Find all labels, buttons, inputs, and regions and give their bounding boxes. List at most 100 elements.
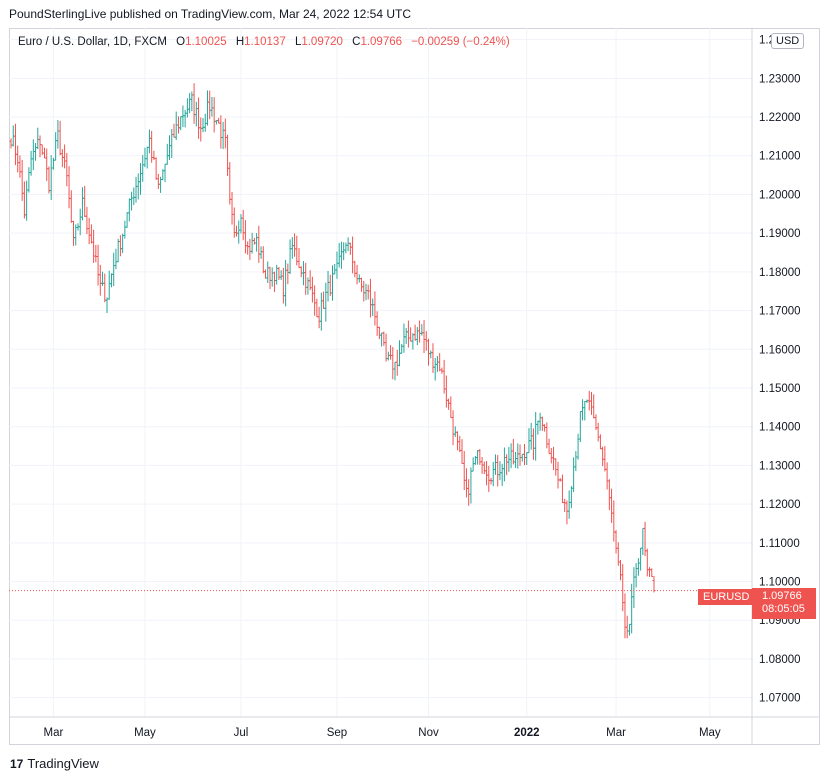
ohlc-bar [366,284,370,300]
ohlc-bar [402,323,406,353]
legend-close-label: C [352,36,361,48]
ohlc-bar [520,453,524,462]
ohlc-bar [384,333,388,362]
ohlc-bar [181,105,185,128]
ohlc-bar [572,457,576,493]
ohlc-bar [427,338,431,366]
ohlc-bar [259,246,263,259]
ohlc-bar [18,155,22,178]
x-tick-label: 2022 [514,727,540,739]
ohlc-bar [382,331,386,346]
ohlc-bar [83,185,87,217]
legend-open-value: 1.10025 [185,36,227,48]
price-chart[interactable]: 1.070001.080001.090001.100001.110001.120… [9,28,820,745]
ohlc-bar [375,311,379,336]
ohlc-bar [377,326,381,340]
ohlc-bar [304,262,308,295]
ohlc-bar [391,347,395,380]
ohlc-bar [123,220,127,239]
ohlc-bar [63,144,67,169]
ohlc-bar [194,101,198,127]
y-tick-label: 1.18000 [759,267,801,279]
ohlc-bar [411,333,415,350]
currency-button[interactable]: USD [771,33,805,49]
ohlc-bar [174,111,178,140]
ohlc-bar [576,433,580,460]
y-tick-label: 1.23000 [759,73,801,85]
ohlc-bar [534,412,538,461]
ohlc-bar [319,292,323,331]
ohlc-bar [641,527,645,556]
ohlc-bar [447,398,451,410]
y-tick-label: 1.19000 [759,228,801,240]
plot-area[interactable]: 1.07000 1.08000 1.09000 1.10000 1.11000 1.120… [9,28,820,745]
ohlc-bar [176,116,180,134]
ohlc-bar [132,187,136,205]
ohlc-bar [516,443,520,469]
last-price-value: 1.09766 [762,590,802,602]
ohlc-bar [639,547,643,571]
last-price-badge: 1.09766 08:05:05 [752,588,816,619]
ohlc-bar [406,320,410,348]
ohlc-bar [603,446,607,472]
y-tick-label: 1.21000 [759,151,801,163]
ohlc-bar [371,298,375,317]
ohlc-bar [525,452,529,466]
x-tick-label: Nov [418,727,439,739]
ohlc-bar [293,233,297,257]
tradingview-brand[interactable]: 17 TradingView [10,756,99,771]
ohlc-bar [335,251,339,279]
ohlc-bar [326,270,330,302]
ohlc-bar [451,410,455,446]
ohlc-bar [58,120,62,156]
ohlc-bar [610,488,614,523]
ohlc-bar [353,260,357,278]
ohlc-bar [297,247,301,269]
ohlc-bar [583,400,587,421]
ohlc-bar [29,150,33,176]
ohlc-bar [264,269,268,279]
ohlc-bar [203,113,207,132]
ohlc-bar [607,479,611,511]
ohlc-bar [188,93,192,114]
ohlc-bar [636,558,640,576]
ohlc-bar [339,241,343,269]
ohlc-bar [554,458,558,476]
ohlc-bar [284,259,288,307]
legend-open-label: O [176,36,186,48]
ohlc-bar [585,399,589,403]
ohlc-bar [45,148,49,181]
ohlc-bar [98,264,102,296]
ohlc-bar [172,123,176,138]
ohlc-bar [252,237,256,245]
ohlc-bar [645,548,649,577]
ohlc-bar [22,181,26,219]
ohlc-bar [9,138,13,149]
ohlc-bar [364,283,368,301]
chart-legend: Euro / U.S. Dollar, 1D, FXCM O1.10025 H1… [18,36,510,48]
ohlc-bar [13,123,17,166]
ohlc-bar [270,267,274,287]
tradingview-logo-icon: 17 [10,757,24,771]
ohlc-bar [404,328,408,344]
ohlc-bar [422,320,426,354]
ohlc-bar [485,461,489,486]
x-tick-label: Jul [234,727,249,739]
ohlc-bar [85,206,89,235]
ohlc-bar [205,90,209,126]
ohlc-bar [598,434,602,450]
x-tick-label: May [699,727,721,739]
ohlc-bar [324,282,328,322]
y-tick-label: 1.17000 [759,306,801,318]
ohlc-bar [476,449,480,465]
ohlc-bar [183,109,187,128]
ohlc-bar [498,461,502,481]
chart-frame [9,28,820,745]
ohlc-bar [462,451,466,491]
ohlc-bar [51,157,55,170]
ohlc-bar [208,90,212,120]
ohlc-bar [223,118,227,149]
ohlc-bar [627,623,631,636]
ohlc-bar [342,242,346,261]
ohlc-bar [34,142,38,161]
